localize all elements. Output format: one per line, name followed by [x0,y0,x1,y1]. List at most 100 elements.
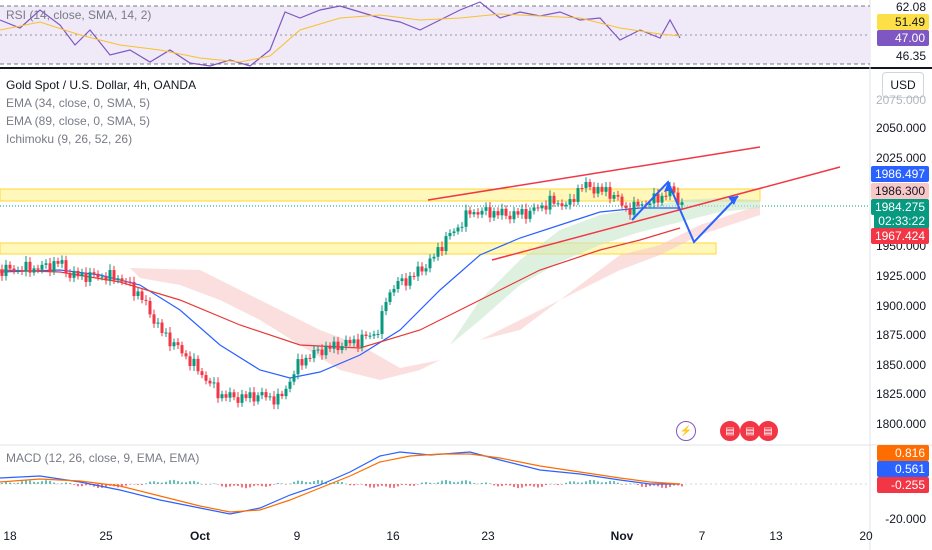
candle-body [192,358,196,367]
candle-body [424,268,428,272]
candle-body [432,256,436,259]
indicator-ema-89[interactable]: EMA (89, close, 0, SMA, 5) [6,114,151,128]
macd-histogram-bar [121,484,123,488]
macd-histogram-bar [245,484,247,489]
ema-89-badge: 1967.424 [870,228,929,244]
rsi-sma-line [0,13,681,63]
candle-body [548,195,552,210]
macd-line [0,451,680,515]
macd-histogram-bar [293,481,295,484]
macd-histogram-bar [169,480,171,484]
candle-body [664,195,668,197]
us-flag-icon[interactable]: ▤ [740,421,760,441]
macd-histogram-bar [189,481,191,484]
candle-body [596,186,600,194]
projection-arrowhead [728,196,738,205]
candle-body [108,270,112,281]
ichimoku-cloud-red [130,205,760,380]
macd-histogram-bar [1,483,3,484]
candle-body [380,311,384,334]
time-tick: 13 [769,529,783,543]
macd-histogram-bar [229,484,231,487]
macd-histogram-bar [249,484,251,488]
macd-histogram-bar [273,484,275,485]
flash-icon[interactable]: ⚡ [676,421,696,441]
candle-body [516,211,520,215]
macd-histogram-bar [141,484,143,485]
candle-body [8,264,12,269]
candle-body [392,288,396,293]
macd-histogram-bar [649,484,651,487]
macd-histogram-bar [225,484,227,488]
macd-histogram-bar [5,482,7,484]
macd-histogram-bar [477,483,479,485]
candle-body [436,247,440,257]
candle-body [636,201,640,206]
macd-histogram-bar [669,484,671,487]
macd-histogram-bar [401,484,403,485]
macd-histogram-bar [541,484,543,487]
macd-histogram-bar [549,483,551,485]
macd-histogram-bar [513,484,515,488]
projection-path [631,180,739,244]
candle-body [524,209,528,219]
us-flag-icon[interactable]: ▤ [758,421,778,441]
candle-body [328,345,332,349]
macd-histogram-bar [69,483,71,484]
candle-body [60,260,64,264]
candle-body [132,282,136,296]
candle-body [612,195,616,199]
candle-body [628,208,632,215]
candle-body [364,334,368,336]
candle-body [128,281,132,283]
time-tick: 23 [481,529,495,543]
macd-histogram-bar [409,484,411,486]
macd-histogram-bar [645,484,647,488]
symbol-title[interactable]: Gold Spot / U.S. Dollar, 4h, OANDA [6,78,197,92]
macd-histogram-bar [217,484,219,485]
candle-body [540,205,544,209]
macd-histogram-bar [481,483,483,484]
macd-scale-tick: -20.000 [885,512,926,526]
candle-body [36,268,40,270]
macd-histogram-bar [657,484,659,487]
candle-body [252,392,256,402]
candle-body [284,388,288,397]
candle-body [308,357,312,359]
indicator-ema-34[interactable]: EMA (34, close, 0, SMA, 5) [6,96,151,110]
us-flag-icon[interactable]: ▤ [720,421,740,441]
macd-histogram-bar [609,480,611,484]
macd-histogram-bar [405,484,407,485]
macd-histogram-bar [385,484,387,487]
candle-body [164,332,168,334]
macd-histogram-bar [309,482,311,484]
macd-histogram-bar [53,482,55,484]
macd-histogram-bar [181,482,183,484]
macd-histogram-bar [425,482,427,484]
candle-body [228,392,232,398]
macd-histogram-bar [197,482,199,484]
macd-legend[interactable]: MACD (12, 26, close, 9, EMA, EMA) [6,451,200,465]
currency-button[interactable]: USD [882,72,924,98]
macd-histogram-bar [461,480,463,484]
macd-histogram-bar [301,480,303,484]
macd-signal-line [0,453,681,513]
candle-body [488,207,492,218]
time-tick: Nov [610,529,634,543]
macd-signal-badge: 0.816 [877,445,929,461]
candle-body [212,382,216,384]
macd-histogram-bar [445,480,447,484]
rsi-legend: RSI (14, close, SMA, 14, 2) [6,8,152,22]
candle-body [52,261,56,272]
price-tick: 1850.000 [875,358,926,372]
candle-body [588,181,592,188]
macd-histogram-bar [313,481,315,484]
macd-histogram-bar [157,482,159,484]
indicator-ichimoku[interactable]: Ichimoku (9, 26, 52, 26) [6,132,133,146]
candle-body [484,207,488,211]
candle-body [88,272,92,282]
candle-body [104,276,108,281]
macd-histogram-bar [261,484,263,487]
candle-body [584,181,588,189]
